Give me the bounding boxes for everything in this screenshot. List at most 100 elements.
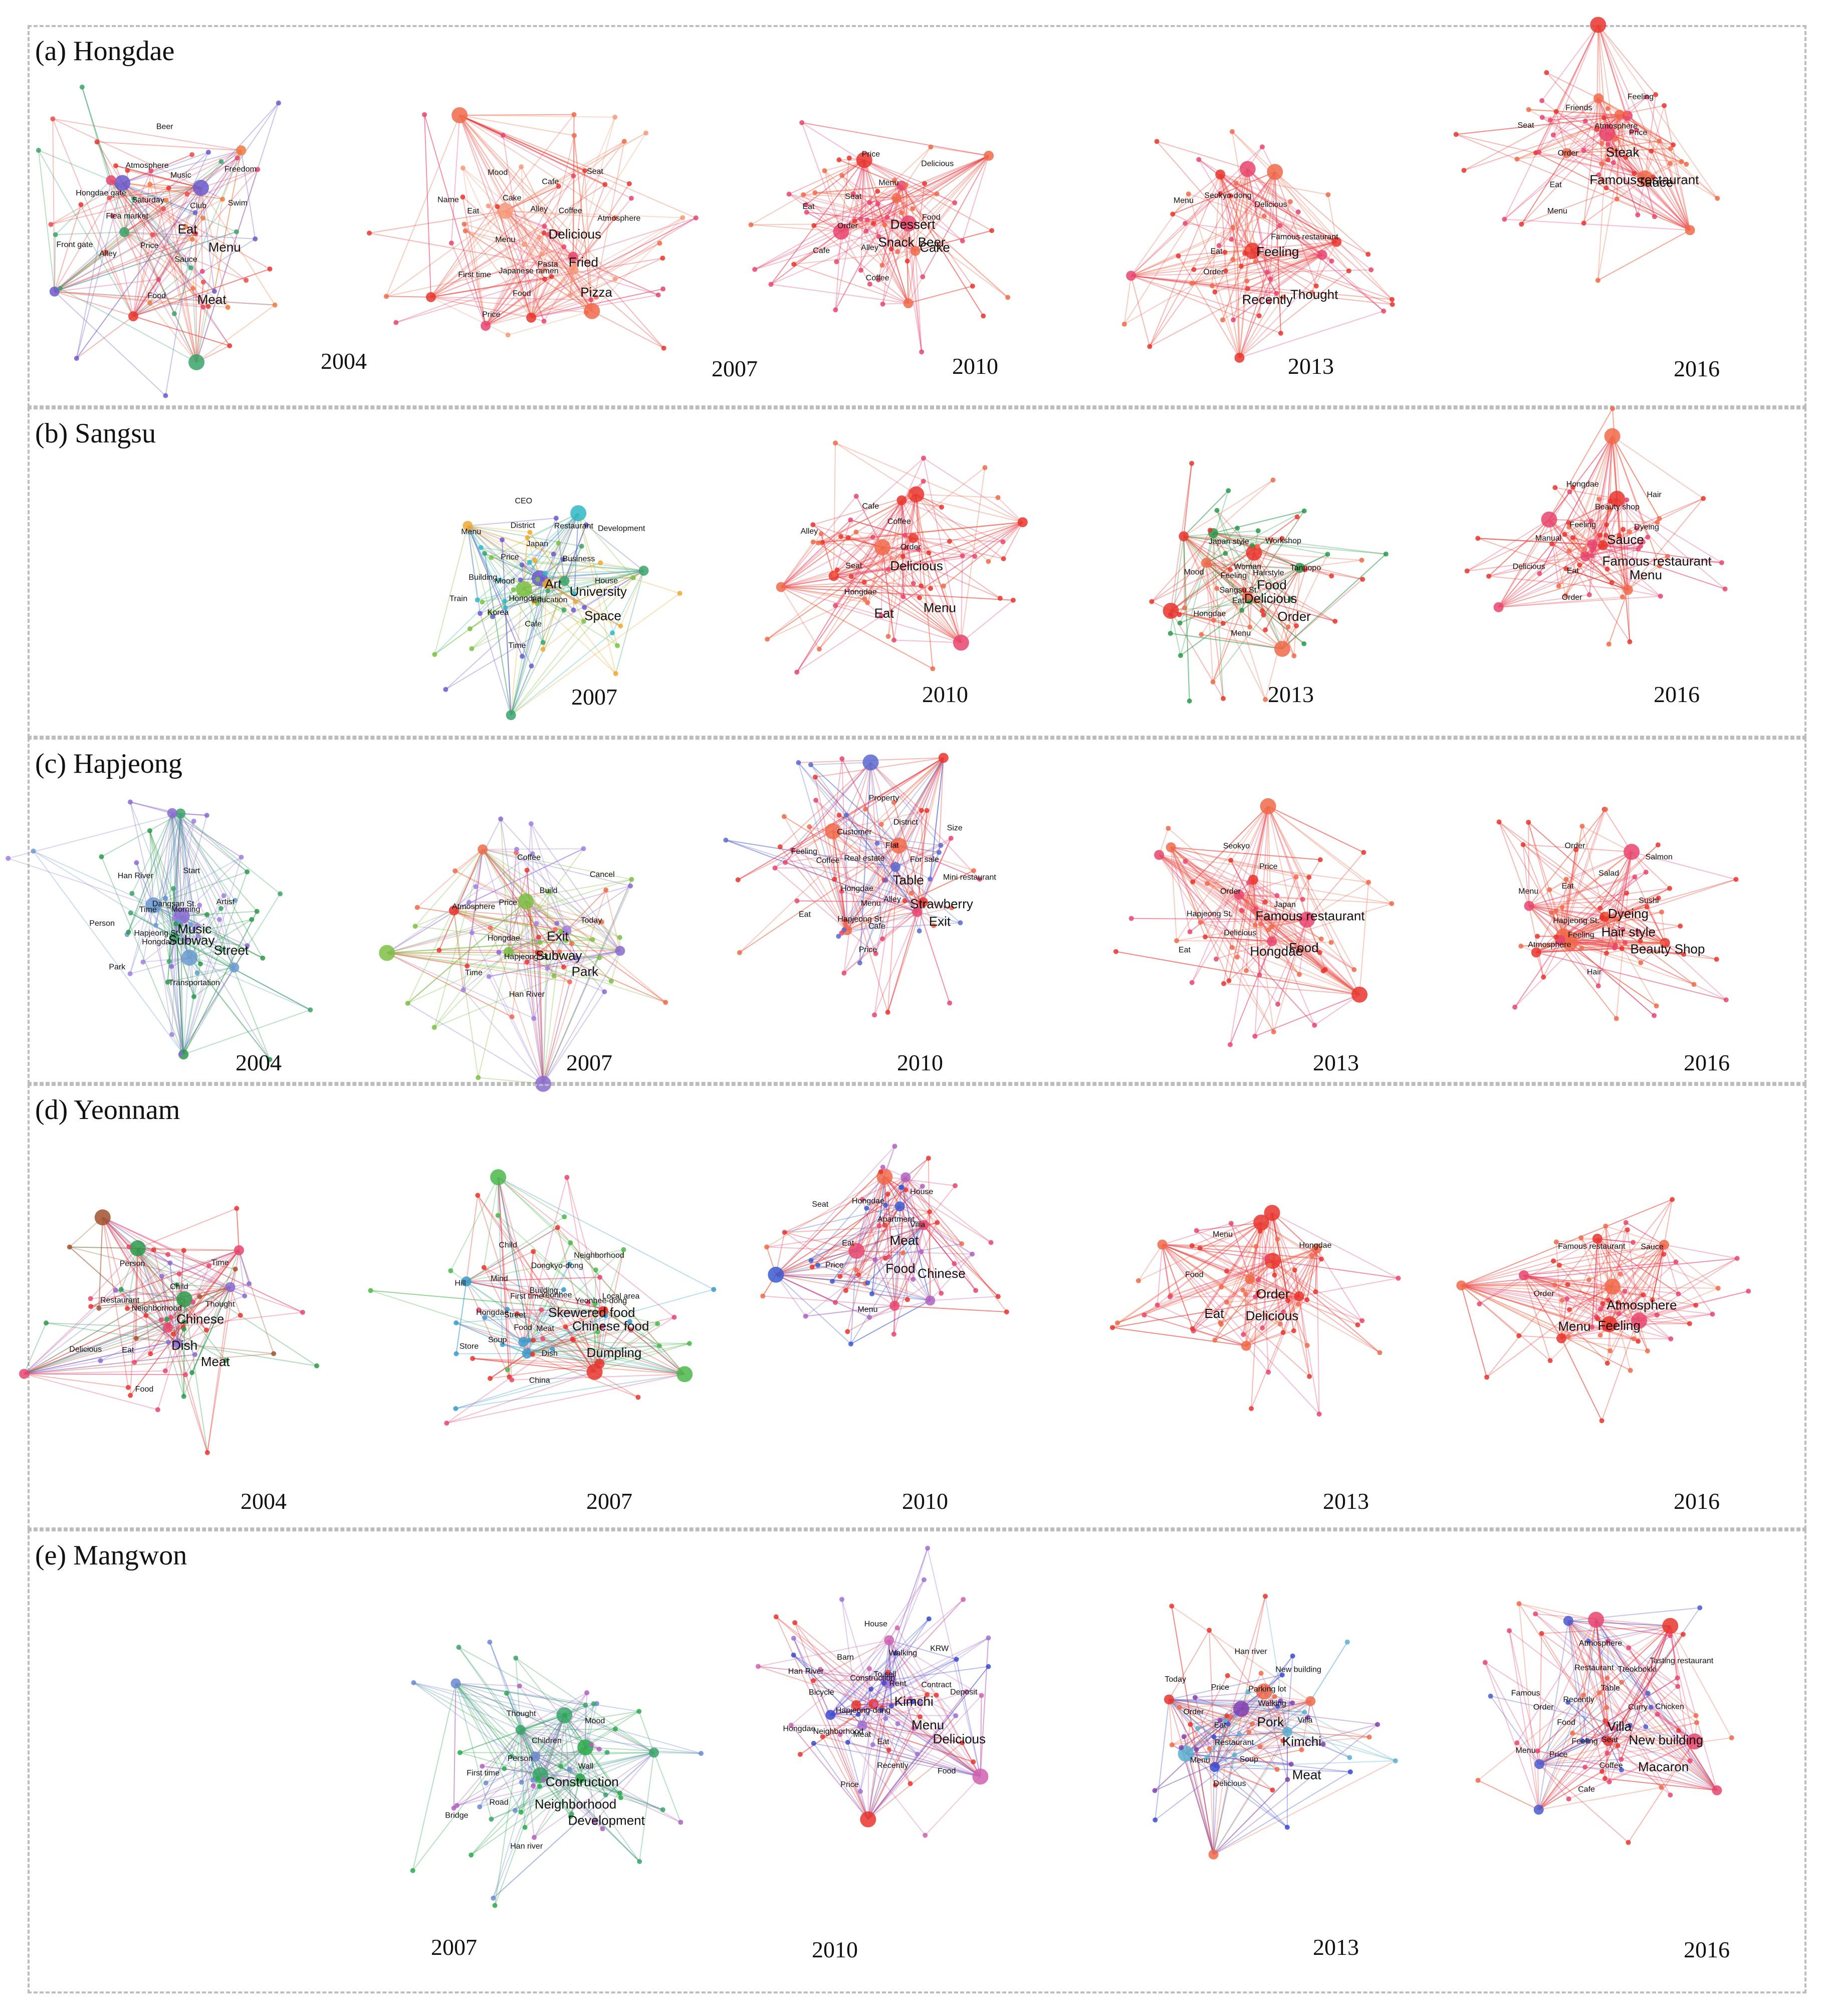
network-edge (386, 115, 461, 297)
network-edge (573, 256, 659, 296)
network-edge (109, 197, 125, 233)
network-node (131, 196, 136, 201)
network-edge (150, 183, 201, 188)
network-node (128, 311, 138, 322)
network-edge (751, 224, 841, 233)
network-edge (915, 230, 992, 252)
network-edge (793, 155, 989, 265)
network-node (572, 262, 577, 267)
network-node (693, 215, 699, 220)
network-edge (53, 118, 242, 151)
network-node (505, 332, 511, 338)
network-edge (459, 115, 559, 234)
network-edge (110, 179, 215, 292)
network-edge (531, 288, 663, 318)
network-node (166, 185, 171, 191)
network-edge (803, 194, 842, 232)
network-edge (1172, 213, 1253, 252)
network-edge (836, 160, 865, 262)
network-node (53, 232, 58, 238)
network-edge (884, 225, 909, 304)
network-edge (841, 175, 909, 224)
node-label: Atmosphere (125, 161, 168, 170)
network-edge (485, 246, 565, 326)
network-edge (854, 155, 989, 221)
node-label: Food (148, 292, 166, 300)
network-edge (915, 202, 956, 252)
network-node (125, 168, 130, 173)
network-edge (165, 200, 197, 363)
network-edge (459, 114, 575, 136)
network-edge (505, 210, 564, 248)
network-edge (789, 193, 842, 233)
network-node (220, 196, 225, 202)
network-edge (841, 193, 937, 233)
network-edge (896, 193, 937, 199)
network-edge (54, 152, 209, 292)
network-edge (531, 243, 660, 318)
network-edge (459, 115, 605, 185)
network-node (556, 183, 561, 189)
network-node (960, 238, 965, 244)
network-edge (1185, 222, 1337, 243)
network-edge (150, 183, 201, 188)
network-node (107, 195, 112, 201)
network-edge (133, 217, 204, 317)
network-node (804, 209, 809, 215)
network-edge (901, 185, 963, 242)
network-edge (485, 297, 597, 327)
network-node (602, 182, 608, 187)
network-edge (878, 155, 989, 281)
network-edge (771, 284, 908, 304)
network-edge (1232, 168, 1248, 228)
network-node (546, 232, 551, 237)
network-edge (497, 206, 532, 318)
network-edge (213, 150, 242, 292)
network-edge (133, 268, 270, 317)
network-edge (54, 231, 237, 292)
network-node (875, 277, 881, 283)
network-edge (485, 217, 697, 327)
network-node (366, 231, 372, 236)
network-edge (1258, 172, 1276, 316)
network-edge (488, 205, 592, 312)
network-edge (430, 296, 509, 336)
network-edge (133, 226, 186, 317)
network-node (660, 256, 665, 261)
network-edge (1212, 241, 1337, 287)
network-edge (54, 212, 195, 292)
node-label: Meat (197, 292, 227, 307)
network-node (192, 179, 209, 196)
network-edge (1130, 193, 1189, 276)
network-edge (882, 198, 897, 304)
network-node (621, 139, 627, 144)
network-node (568, 265, 579, 275)
network-edge (112, 215, 134, 317)
network-edge (860, 160, 865, 219)
network-edge (430, 210, 506, 298)
network-node (184, 191, 190, 197)
network-edge (196, 306, 209, 363)
network-node (567, 293, 573, 298)
network-edge (109, 187, 201, 199)
network-edge (1194, 241, 1337, 270)
network-edge (424, 114, 487, 326)
network-edge (572, 135, 575, 257)
network-node (225, 305, 231, 310)
network-node (103, 250, 109, 255)
network-node (895, 249, 900, 255)
network-edge (110, 180, 231, 346)
network-node (78, 202, 84, 207)
network-edge (1220, 174, 1328, 195)
node-label: Price (140, 242, 159, 250)
network-node (156, 277, 161, 282)
network-edge (133, 193, 188, 317)
network-edge (908, 223, 1008, 298)
network-edge (386, 296, 431, 298)
node-label: Cafe (813, 247, 830, 255)
network-edge (815, 185, 902, 193)
network-node (867, 200, 872, 205)
network-edge (908, 286, 973, 304)
network-edge (430, 185, 559, 298)
network-edge (241, 150, 256, 239)
